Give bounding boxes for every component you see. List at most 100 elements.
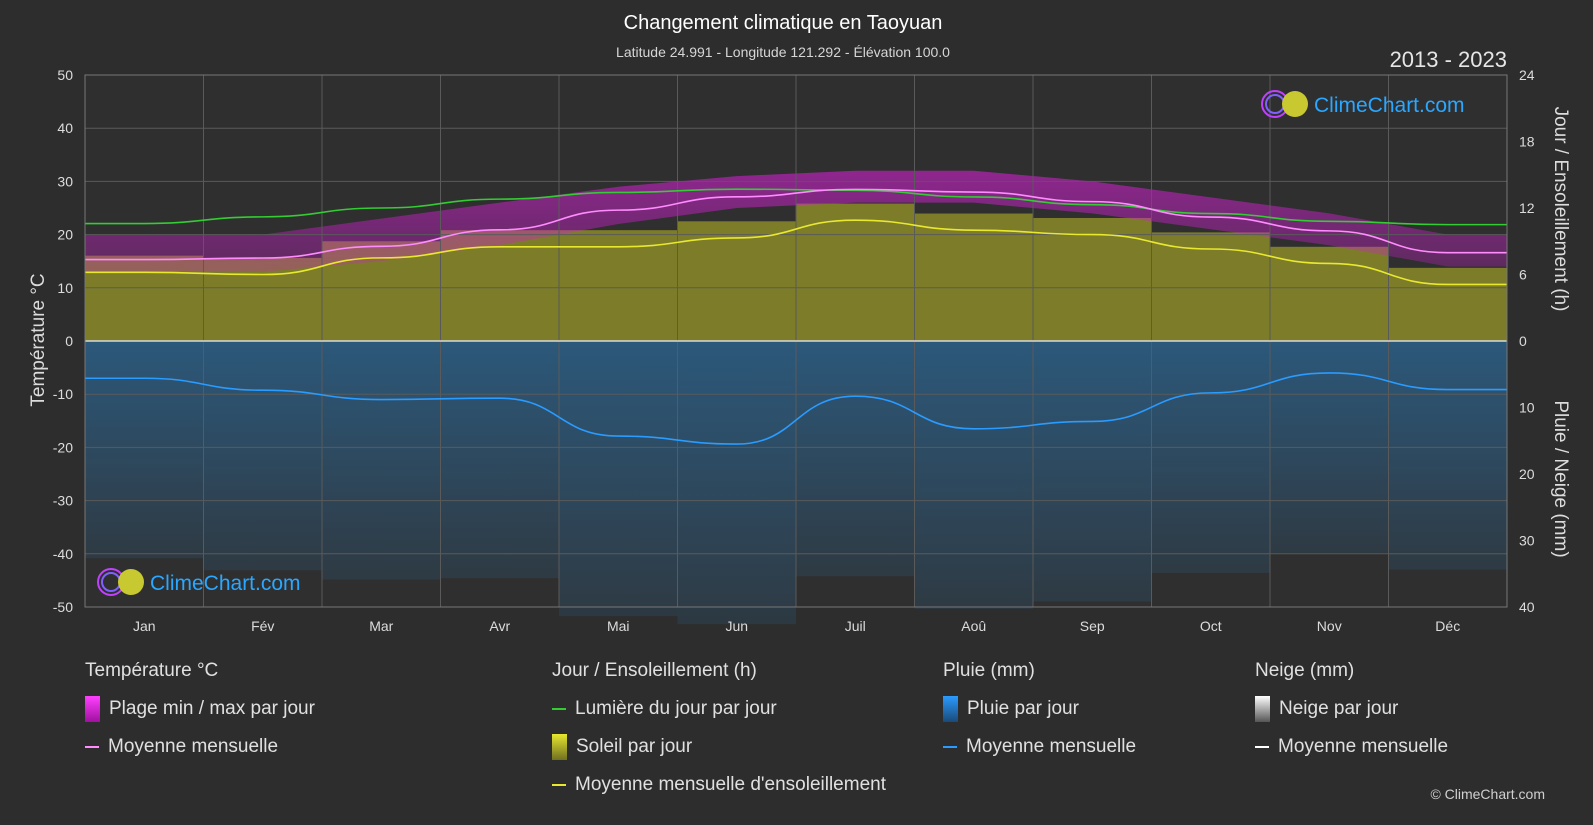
right-bottom-tick-label: 40: [1519, 599, 1535, 615]
chart-subtitle: Latitude 24.991 - Longitude 121.292 - Él…: [616, 44, 950, 60]
right-bottom-tick-label: 30: [1519, 533, 1535, 549]
sunshine-bar: [1151, 232, 1270, 341]
copyright: © ClimeChart.com: [1430, 786, 1545, 802]
legend-item: Moyenne mensuelle: [1255, 734, 1448, 760]
legend-snow-title: Neige (mm): [1255, 660, 1355, 681]
right-bottom-tick-label: 20: [1519, 466, 1535, 482]
right-top-tick-label: 6: [1519, 267, 1527, 283]
right-top-tick-label: 12: [1519, 200, 1535, 216]
rain-area: [677, 341, 796, 625]
logo-bottom: ClimeChart.com: [97, 568, 301, 596]
month-label: Mai: [607, 618, 630, 634]
logo-sun-icon: [118, 569, 144, 595]
legend-label: Moyenne mensuelle: [1278, 736, 1449, 757]
month-label: Sep: [1080, 618, 1105, 634]
rain-area: [796, 341, 915, 577]
snow-mean-swatch: [1255, 746, 1269, 748]
month-label: Jun: [725, 618, 748, 634]
rain-area: [559, 341, 678, 617]
rain-area: [1151, 341, 1270, 573]
rain-area: [85, 341, 204, 559]
legend-temperature: Température °C Plage min / max par jour …: [85, 660, 315, 772]
left-tick-label: -10: [53, 386, 73, 402]
month-label: Fév: [251, 618, 274, 634]
legend-label: Moyenne mensuelle: [966, 736, 1137, 757]
month-label: Avr: [489, 618, 510, 634]
right-bottom-tick-label: 10: [1519, 400, 1535, 416]
sunshine-bar: [1270, 246, 1389, 341]
left-tick-label: -50: [53, 599, 73, 615]
sunshine-bar: [677, 221, 796, 341]
legend-label: Moyenne mensuelle: [108, 736, 279, 757]
left-tick-label: 10: [57, 280, 73, 296]
logo-top: ClimeChart.com: [1261, 90, 1465, 118]
daylight-swatch: [552, 708, 566, 710]
sunshine-swatch: [552, 734, 567, 760]
rain-swatch: [943, 696, 958, 722]
temp-range-swatch: [85, 696, 100, 722]
year-range: 2013 - 2023: [1390, 47, 1507, 72]
legend-rain-title: Pluie (mm): [943, 660, 1035, 681]
rain-area: [322, 341, 441, 580]
left-axis-title: Température °C: [28, 273, 49, 406]
legend-item: Soleil par jour: [552, 734, 886, 760]
sunshine-bar: [914, 213, 1033, 341]
logo-text-top: ClimeChart.com: [1314, 94, 1465, 117]
right-top-tick-label: 0: [1519, 333, 1527, 349]
chart-title: Changement climatique en Taoyuan: [624, 12, 943, 34]
legend-snow: Neige (mm) Neige par jour Moyenne mensue…: [1255, 660, 1448, 772]
logo-sun-icon: [1282, 91, 1308, 117]
sunshine-mean-swatch: [552, 784, 566, 786]
rain-area: [203, 341, 322, 571]
plot-border: [84, 74, 1508, 608]
left-tick-label: -20: [53, 439, 73, 455]
right-top-tick-label: 18: [1519, 134, 1535, 150]
sunshine-bar: [559, 230, 678, 341]
left-tick-label: 40: [57, 120, 73, 136]
legend-item: Lumière du jour par jour: [552, 696, 886, 722]
legend-item: Moyenne mensuelle: [943, 734, 1136, 760]
sunshine-bar: [1033, 217, 1152, 341]
legend-label: Neige par jour: [1279, 698, 1399, 719]
legend-item: Plage min / max par jour: [85, 696, 315, 722]
left-tick-label: 0: [65, 333, 73, 349]
rain-area: [1388, 341, 1507, 570]
legend-sunshine-title: Jour / Ensoleillement (h): [552, 660, 757, 681]
rain-mean-swatch: [943, 746, 957, 748]
temp-mean-line: [85, 188, 1507, 261]
month-label: Nov: [1317, 618, 1342, 634]
month-label: Juil: [845, 618, 866, 634]
rain-mean-line: [84, 372, 1507, 445]
left-tick-label: -40: [53, 546, 73, 562]
legend-item: Neige par jour: [1255, 696, 1448, 722]
legend-label: Plage min / max par jour: [109, 698, 315, 719]
legend-item: Pluie par jour: [943, 696, 1136, 722]
legend-item: Moyenne mensuelle: [85, 734, 315, 760]
left-tick-label: 20: [57, 227, 73, 243]
daylight-line: [85, 188, 1507, 226]
left-tick-label: -30: [53, 493, 73, 509]
legend-label: Moyenne mensuelle d'ensoleillement: [575, 774, 886, 795]
rain-area: [440, 341, 559, 579]
month-label: Aoû: [961, 618, 986, 634]
snow-swatch: [1255, 696, 1270, 722]
temp-mean-swatch: [85, 746, 99, 748]
left-tick-label: 50: [57, 67, 73, 83]
legend-item: Moyenne mensuelle d'ensoleillement: [552, 772, 886, 798]
sunshine-mean-line: [85, 219, 1507, 286]
legend-label: Soleil par jour: [576, 736, 693, 757]
right-top-tick-label: 24: [1519, 67, 1535, 83]
legend-temperature-title: Température °C: [85, 660, 219, 681]
rain-area: [914, 341, 1033, 609]
logo-text-bottom: ClimeChart.com: [150, 572, 301, 595]
left-tick-label: 30: [57, 173, 73, 189]
month-label: Mar: [369, 618, 393, 634]
legend-label: Pluie par jour: [967, 698, 1079, 719]
right-bottom-axis-title: Pluie / Neige (mm): [1550, 400, 1571, 557]
legend-label: Lumière du jour par jour: [575, 698, 777, 719]
month-label: Oct: [1200, 618, 1222, 634]
legend-sunshine: Jour / Ensoleillement (h) Lumière du jou…: [552, 660, 886, 810]
right-top-axis-title: Jour / Ensoleillement (h): [1550, 107, 1571, 312]
rain-area: [1033, 341, 1152, 602]
